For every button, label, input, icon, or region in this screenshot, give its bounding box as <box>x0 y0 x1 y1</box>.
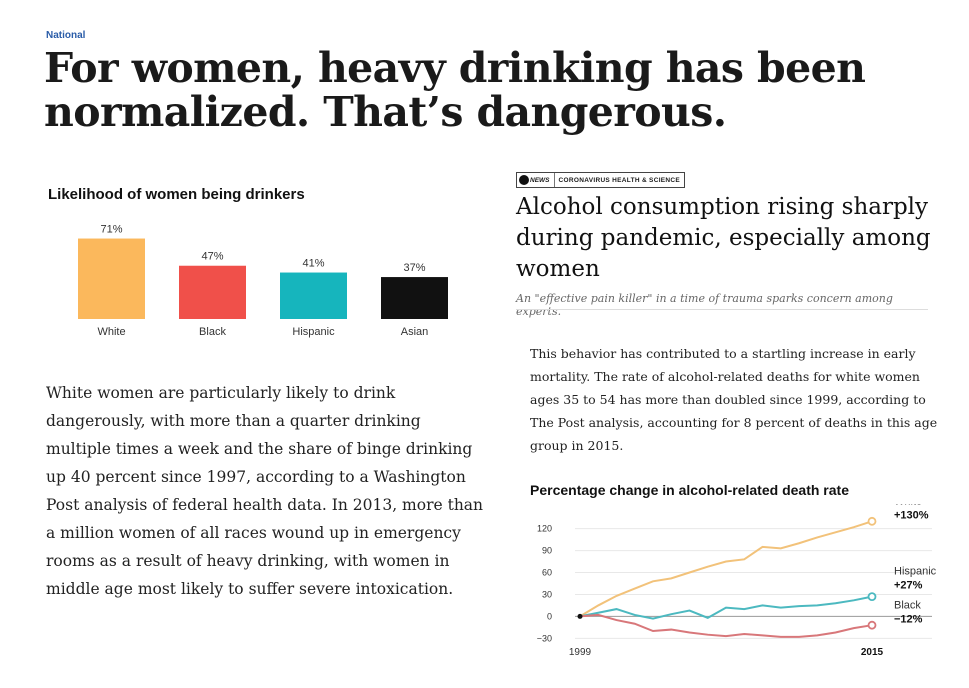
body-paragraph-1: White women are particularly likely to d… <box>46 384 484 598</box>
headline: For women, heavy drinking has been norma… <box>44 44 866 136</box>
x-tick-label: 1999 <box>569 647 592 658</box>
y-tick-label: −30 <box>537 633 552 643</box>
series-change-label: +130% <box>894 509 929 521</box>
series-line-white <box>579 520 873 618</box>
bar-category-label: White <box>97 326 125 338</box>
abc-category: CORONAVIRUS HEALTH & SCIENCE <box>558 176 681 184</box>
line-chart: 120 90 60 30 0 −30 1999 2015 White +130% Hispanic +… <box>537 504 937 658</box>
series-change-label: +27% <box>894 579 923 591</box>
series-end-point <box>867 516 877 526</box>
series-end-point <box>867 592 877 602</box>
y-tick-label: 60 <box>542 568 552 578</box>
bar-black <box>179 265 246 319</box>
x-tick-label: 2015 <box>861 647 884 658</box>
bar-value-label: 37% <box>403 262 425 274</box>
series-line-hispanic <box>579 595 873 620</box>
abc-logo: NEWS <box>517 173 555 187</box>
bar-value-label: 47% <box>201 251 223 263</box>
series-name-label: Hispanic <box>894 565 937 577</box>
bar-category-label: Hispanic <box>292 326 335 338</box>
y-tick-label: 120 <box>537 524 552 534</box>
bar-value-label: 41% <box>302 258 324 270</box>
y-tick-label: 30 <box>542 589 552 599</box>
divider <box>516 309 928 310</box>
bar-white <box>78 238 145 319</box>
bar-category-label: Asian <box>401 326 429 338</box>
body-paragraph-2: This behavior has contributed to a start… <box>530 346 938 453</box>
series-line-black <box>579 613 873 638</box>
series-name-label: Black <box>894 599 921 611</box>
abc-news-banner: NEWS CORONAVIRUS HEALTH & SCIENCE <box>516 172 686 188</box>
chart2-title: Percentage change in alcohol-related dea… <box>530 482 849 498</box>
bar-hispanic <box>280 272 347 319</box>
bar-category-label: Black <box>199 326 226 338</box>
abc-headline: Alcohol consumption rising sharply durin… <box>516 194 931 282</box>
chart1-title: Likelihood of women being drinkers <box>48 186 305 203</box>
bar-chart: 71% White 47% Black 41% Hispanic 37% Asian <box>78 224 448 338</box>
series-name-label: White <box>894 504 922 507</box>
abc-subhead: An "effective pain killer" in a time of … <box>516 292 893 318</box>
section-label[interactable]: National <box>46 30 86 41</box>
abc-logo-icon <box>519 175 529 185</box>
bar-value-label: 71% <box>100 224 122 236</box>
bar-asian <box>381 277 448 319</box>
y-tick-label: 0 <box>547 611 552 621</box>
y-tick-label: 90 <box>542 546 552 556</box>
series-change-label: −12% <box>894 613 923 625</box>
abc-logo-text: NEWS <box>530 176 550 184</box>
origin-point <box>577 613 583 619</box>
series-end-point <box>867 620 877 630</box>
